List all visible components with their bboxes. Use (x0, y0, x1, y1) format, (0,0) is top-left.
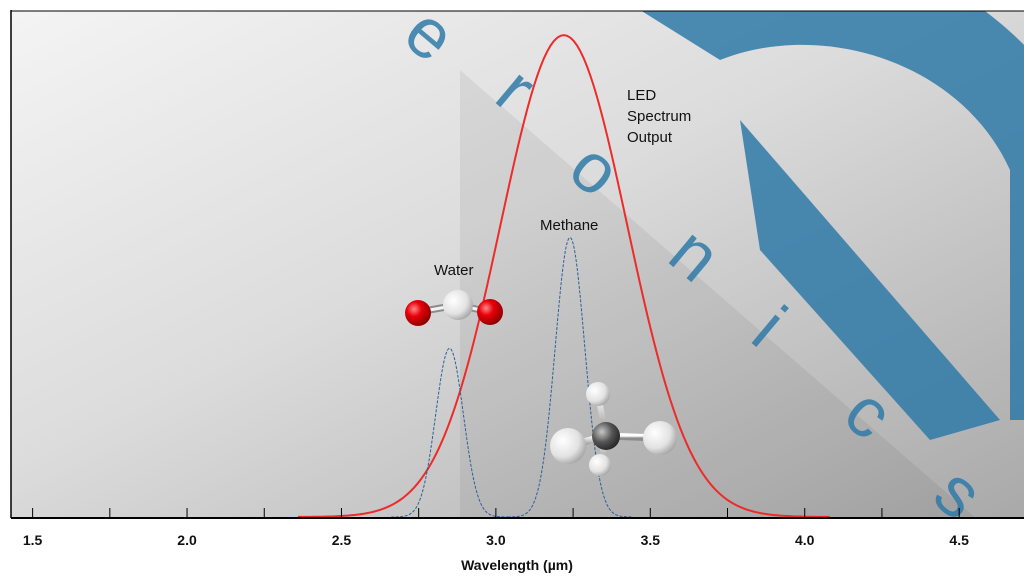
x-tick-label: 3.5 (641, 532, 661, 548)
water-curve (391, 347, 508, 517)
hydrogen-atom (589, 454, 611, 476)
led-label-line2: Spectrum (627, 108, 691, 125)
oxygen-atom (477, 299, 503, 325)
x-tick-label: 1.5 (23, 532, 43, 548)
hydrogen-atom (550, 428, 586, 464)
led-label-line3: Output (627, 129, 673, 146)
x-tick-label: 2.5 (332, 532, 352, 548)
methane-label: Methane (540, 217, 598, 234)
carbon-atom (592, 422, 620, 450)
x-tick-label: 4.0 (795, 532, 815, 548)
center-atom (443, 290, 473, 320)
x-tick-label: 3.0 (486, 532, 506, 548)
x-tick-label: 4.5 (949, 532, 969, 548)
led-label-line1: LED (627, 87, 656, 104)
x-tick-label: 2.0 (177, 532, 197, 548)
x-axis-title: Wavelength (µm) (461, 557, 573, 573)
water-label: Water (434, 262, 473, 279)
water-molecule-icon (405, 290, 503, 326)
hydrogen-atom (643, 421, 677, 455)
hydrogen-atom (586, 382, 610, 406)
oxygen-atom (405, 300, 431, 326)
led-spectrum-output-curve (297, 34, 830, 517)
methane-molecule-icon (550, 382, 677, 476)
